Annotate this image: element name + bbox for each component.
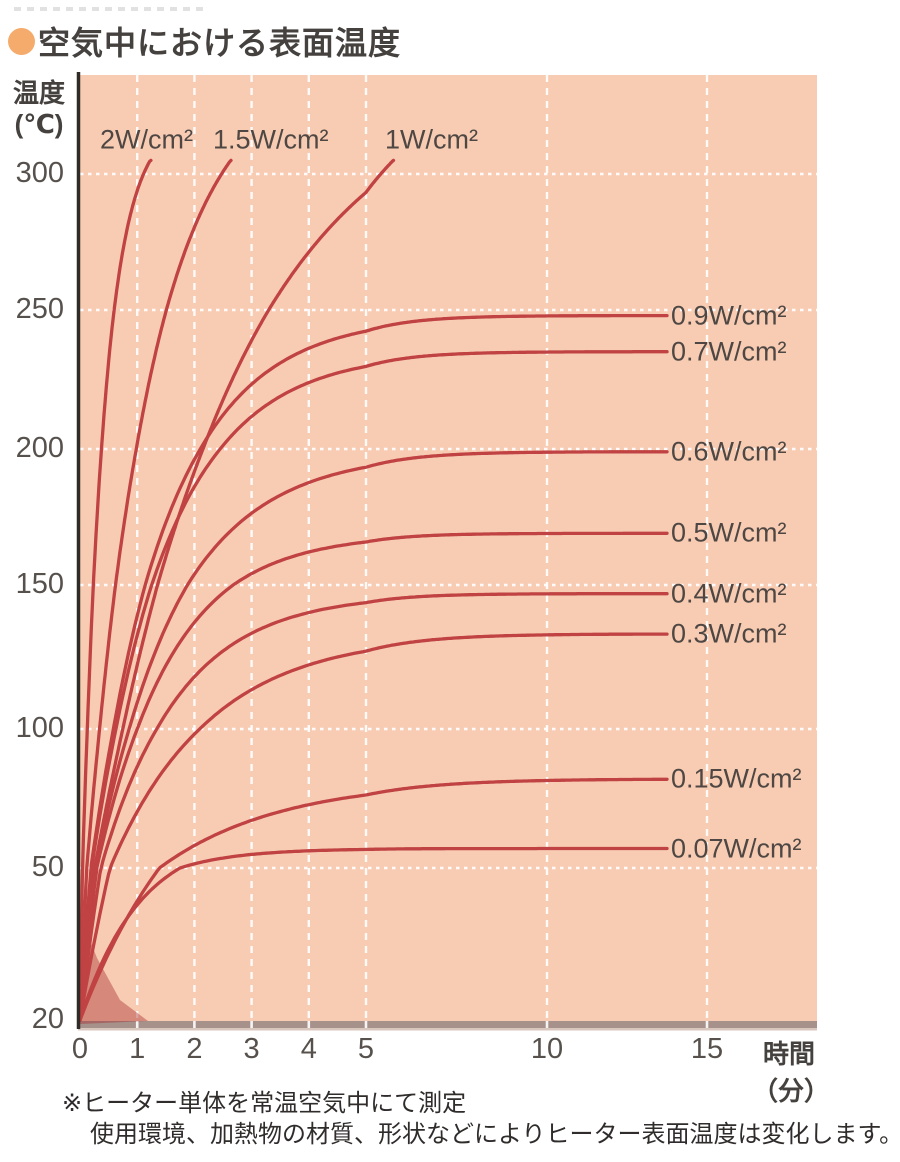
curve-0.15W/cm²: [78, 777, 669, 1022]
curve-0.6W/cm²: [78, 450, 669, 1022]
y-tick-label-150: 150: [15, 568, 64, 600]
series-label-0.7: 0.7W/cm²: [671, 336, 787, 367]
x-tick-label-4: 4: [300, 1033, 317, 1065]
curve-1.5W/cm²: [78, 158, 233, 1022]
series-label-0.4: 0.4W/cm²: [671, 578, 787, 609]
curve-0.4W/cm²: [78, 592, 669, 1022]
x-axis-unit-line1: 時間: [763, 1039, 816, 1069]
scan-edge-artifact: [14, 7, 204, 11]
x-tick-label-15: 15: [690, 1033, 724, 1065]
y-tick-label-20: 20: [31, 1003, 64, 1035]
series-label-0.3: 0.3W/cm²: [671, 618, 787, 649]
title-bullet-icon: [8, 27, 35, 55]
x-tick-label-3: 3: [243, 1033, 260, 1065]
series-label-0.5: 0.5W/cm²: [671, 517, 787, 548]
series-label-0.9: 0.9W/cm²: [671, 300, 787, 331]
x-axis-band: [78, 1021, 817, 1028]
y-tick-label-50: 50: [31, 851, 64, 883]
x-tick-label-0: 0: [71, 1033, 89, 1065]
curve-2W/cm²: [78, 158, 153, 1022]
y-axis-unit-line1: 温度: [12, 78, 65, 108]
footnote-line1: ※ヒーター単体を常温空気中にて測定: [62, 1090, 467, 1117]
page-title: 空気中における表面温度: [38, 25, 402, 61]
chart-header: 空気中における表面温度: [8, 18, 401, 64]
gridlines: [80, 75, 817, 1021]
curve-0.07W/cm²: [78, 846, 669, 1022]
x-axis-unit-line2: （分）: [752, 1076, 831, 1106]
x-tick-label-1: 1: [129, 1033, 146, 1065]
y-tick-label-100: 100: [15, 712, 64, 744]
series-label-1: 1W/cm²: [385, 124, 478, 155]
curve-0.3W/cm²: [78, 632, 669, 1022]
series-label-0.6: 0.6W/cm²: [671, 436, 787, 467]
x-tick-label-2: 2: [186, 1033, 203, 1065]
y-axis-unit-line2: (℃): [14, 109, 64, 139]
x-tick-label-5: 5: [357, 1033, 375, 1065]
footnote-line2: 使用環境、加熱物の材質、形状などによりヒーター表面温度は変化します。: [90, 1121, 900, 1148]
y-tick-label-300: 300: [15, 157, 64, 189]
curve-1W/cm²: [78, 158, 396, 1022]
curve-origin-bundle: [80, 915, 148, 1024]
y-tick-label-200: 200: [15, 432, 64, 464]
y-tick-label-250: 250: [15, 293, 64, 325]
curve-0.5W/cm²: [78, 531, 669, 1022]
series-label-0.07: 0.07W/cm²: [671, 833, 802, 864]
series-label-0.15: 0.15W/cm²: [671, 763, 802, 794]
curve-0.7W/cm²: [78, 350, 669, 1022]
series-label-2: 2W/cm²: [100, 124, 193, 155]
series-label-1.5: 1.5W/cm²: [213, 124, 329, 155]
curve-0.9W/cm²: [78, 313, 669, 1022]
x-tick-label-10: 10: [530, 1033, 564, 1065]
